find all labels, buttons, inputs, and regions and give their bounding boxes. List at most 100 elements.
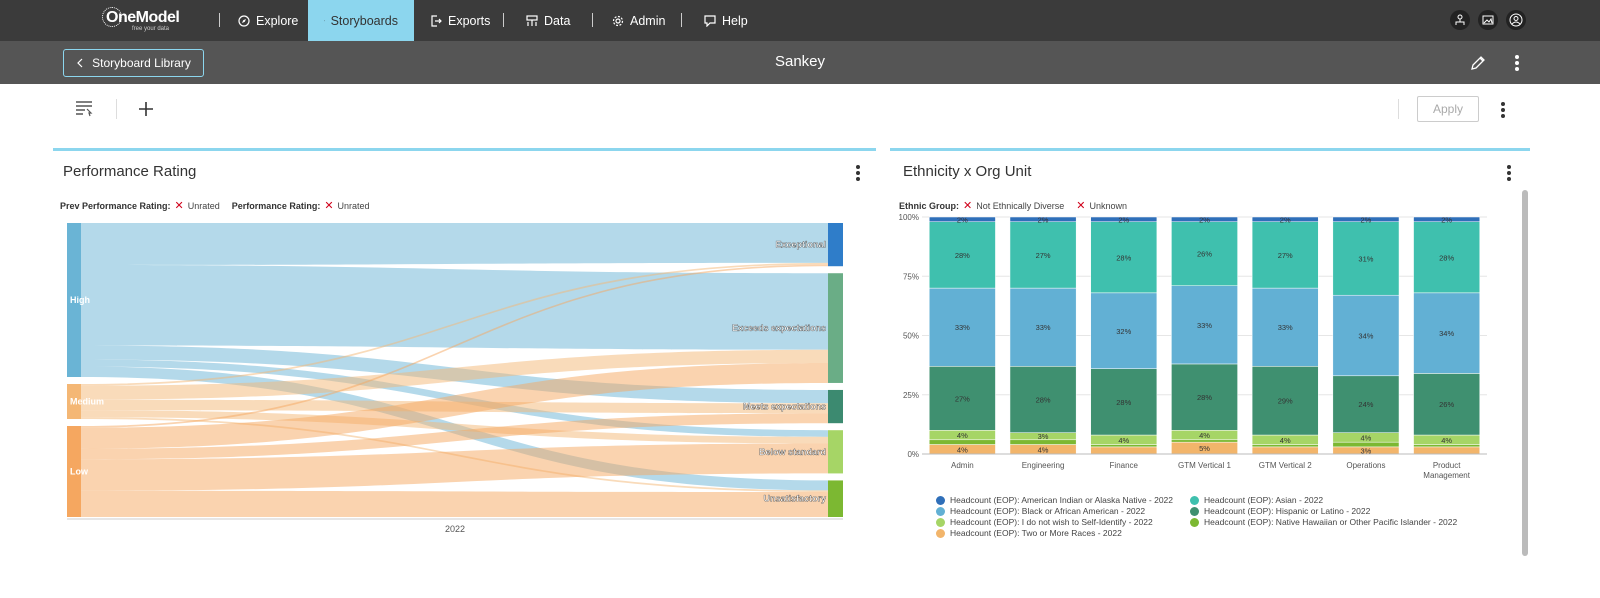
sankey-link[interactable] <box>81 410 828 444</box>
bar-segment[interactable] <box>1413 444 1480 448</box>
logo-text: OneModel <box>106 9 180 26</box>
remove-filter-icon[interactable]: ✕ <box>963 200 973 212</box>
bar-segment[interactable] <box>1009 287 1077 367</box>
bar-segment[interactable] <box>929 439 996 445</box>
remove-filter-icon[interactable]: ✕ <box>324 200 334 212</box>
bar-segment[interactable] <box>1251 216 1319 222</box>
legend-item[interactable]: Headcount (EOP): Two or More Races - 202… <box>936 528 1122 538</box>
legend-item[interactable]: Headcount (EOP): Hispanic or Latino - 20… <box>1190 506 1370 516</box>
legend-item[interactable]: Headcount (EOP): Black or African Americ… <box>936 506 1145 516</box>
bar-segment[interactable] <box>1413 221 1480 294</box>
sankey-source-node[interactable] <box>67 223 81 377</box>
bar-segment[interactable] <box>1171 363 1238 431</box>
bar-segment[interactable] <box>1009 216 1077 222</box>
onemodel-logo[interactable]: OneModel free your data <box>102 5 180 35</box>
apply-button[interactable]: Apply <box>1417 96 1479 122</box>
panel-more-menu-icon[interactable] <box>1506 163 1512 183</box>
legend-swatch <box>936 495 945 505</box>
bar-segment[interactable] <box>1413 216 1480 222</box>
bar-segment[interactable] <box>1413 292 1480 374</box>
toolbar-more-menu-icon[interactable] <box>1500 100 1506 120</box>
sankey-link[interactable] <box>81 413 828 460</box>
sankey-link[interactable] <box>81 363 828 449</box>
panel-more-menu-icon[interactable] <box>855 163 861 183</box>
nav-item-storyboards[interactable]: Storyboards <box>308 0 414 41</box>
sankey-link[interactable] <box>81 223 828 265</box>
bar-data-label: 5% <box>1199 444 1210 453</box>
header-more-menu-icon[interactable] <box>1514 53 1520 73</box>
legend-swatch <box>1190 517 1199 527</box>
bar-segment[interactable] <box>1171 285 1238 365</box>
bar-data-label: 27% <box>1036 251 1051 260</box>
org-chart-icon[interactable] <box>1450 10 1470 30</box>
remove-filter-icon[interactable]: ✕ <box>174 200 184 212</box>
sankey-link[interactable] <box>81 490 828 517</box>
bar-data-label: 33% <box>1197 321 1212 330</box>
bar-segment[interactable] <box>1090 444 1158 448</box>
sankey-link[interactable] <box>81 265 828 350</box>
bar-segment[interactable] <box>1251 444 1319 448</box>
legend-label: Headcount (EOP): Asian - 2022 <box>1204 495 1324 505</box>
bar-segment[interactable] <box>929 216 996 222</box>
sankey-link[interactable] <box>81 443 828 491</box>
bar-segment[interactable] <box>1171 216 1238 222</box>
bar-segment[interactable] <box>1090 446 1158 455</box>
legend-item[interactable]: Headcount (EOP): I do not wish to Self-I… <box>936 517 1153 527</box>
bar-segment[interactable] <box>1090 216 1158 222</box>
pencil-edit-icon[interactable] <box>1470 55 1486 71</box>
sankey-target-node[interactable] <box>828 273 843 383</box>
nav-item-data[interactable]: Data <box>510 0 586 41</box>
bar-segment[interactable] <box>1251 287 1319 367</box>
legend-label: Headcount (EOP): Two or More Races - 202… <box>950 528 1122 538</box>
bar-segment[interactable] <box>1332 216 1400 222</box>
user-account-icon[interactable] <box>1506 10 1526 30</box>
add-icon[interactable] <box>138 101 154 117</box>
bar-segment[interactable] <box>1009 366 1077 433</box>
sankey-target-node[interactable] <box>828 223 843 267</box>
bar-data-label: 4% <box>1038 445 1049 454</box>
storyboard-library-button[interactable]: Storyboard Library <box>63 49 204 77</box>
sankey-link[interactable] <box>81 349 828 400</box>
bar-segment[interactable] <box>1332 375 1400 433</box>
bar-segment[interactable] <box>1171 439 1238 443</box>
remove-filter-icon[interactable]: ✕ <box>1076 200 1086 212</box>
bar-segment[interactable] <box>1251 221 1319 289</box>
bar-segment[interactable] <box>1332 441 1400 448</box>
nav-item-explore[interactable]: Explore <box>222 0 314 41</box>
nav-item-label: Data <box>544 13 571 28</box>
bar-segment[interactable] <box>929 287 996 367</box>
bar-segment[interactable] <box>1332 294 1400 377</box>
bar-segment[interactable] <box>1251 446 1319 455</box>
bar-data-label: 28% <box>1116 253 1131 262</box>
sankey-target-node[interactable] <box>828 389 843 424</box>
sankey-source-node[interactable] <box>67 426 81 517</box>
legend-item[interactable]: Headcount (EOP): Native Hawaiian or Othe… <box>1190 517 1457 527</box>
bar-segment[interactable] <box>929 366 996 431</box>
bar-data-label: 2% <box>1441 215 1452 224</box>
panel-scrollbar[interactable] <box>1522 190 1528 556</box>
bar-segment[interactable] <box>1090 368 1158 436</box>
bar-segment[interactable] <box>1332 221 1400 296</box>
bar-segment[interactable] <box>1413 373 1480 436</box>
bar-segment[interactable] <box>1090 292 1158 369</box>
legend-item[interactable]: Headcount (EOP): Asian - 2022 <box>1190 495 1323 505</box>
bar-segment[interactable] <box>1413 446 1480 455</box>
bar-segment[interactable] <box>1090 221 1158 294</box>
nav-item-exports[interactable]: Exports <box>414 0 506 41</box>
filter-list-icon[interactable] <box>75 100 94 117</box>
sankey-link[interactable] <box>81 262 828 386</box>
bar-segment[interactable] <box>1171 221 1238 286</box>
sankey-link[interactable] <box>81 264 828 428</box>
bar-segment[interactable] <box>1251 366 1319 436</box>
legend-swatch <box>1190 495 1199 505</box>
nav-item-help[interactable]: Help <box>688 0 764 41</box>
legend-item[interactable]: Headcount (EOP): American Indian or Alas… <box>936 495 1173 505</box>
bar-data-label: 2% <box>1280 215 1291 224</box>
sankey-source-node[interactable] <box>67 384 81 419</box>
y-tick-label: 25% <box>903 391 919 400</box>
image-gallery-icon[interactable] <box>1478 10 1498 30</box>
bar-data-label: 28% <box>1197 393 1212 402</box>
sankey-target-node[interactable] <box>828 480 843 517</box>
nav-item-admin[interactable]: Admin <box>596 0 681 41</box>
sankey-target-node[interactable] <box>828 430 843 474</box>
